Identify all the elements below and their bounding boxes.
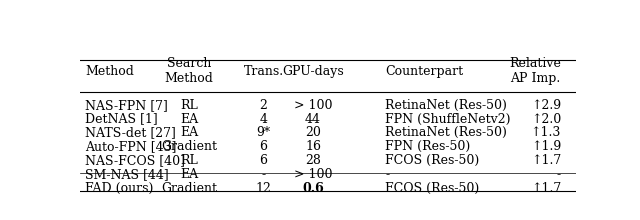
Text: RL: RL bbox=[180, 99, 198, 112]
Text: 0.6: 0.6 bbox=[302, 182, 324, 195]
Text: 28: 28 bbox=[305, 154, 321, 167]
Text: Trans.: Trans. bbox=[243, 65, 284, 78]
Text: -: - bbox=[557, 168, 561, 181]
Text: FPN (ShuffleNetv2): FPN (ShuffleNetv2) bbox=[385, 113, 511, 126]
Text: Relative
AP Imp.: Relative AP Imp. bbox=[509, 57, 561, 85]
Text: Gradient: Gradient bbox=[161, 140, 217, 153]
Text: 20: 20 bbox=[305, 126, 321, 139]
Text: 44: 44 bbox=[305, 113, 321, 126]
Text: RL: RL bbox=[180, 154, 198, 167]
Text: 6: 6 bbox=[260, 154, 268, 167]
Text: ↑2.0: ↑2.0 bbox=[531, 113, 561, 126]
Text: EA: EA bbox=[180, 168, 198, 181]
Text: RetinaNet (Res-50): RetinaNet (Res-50) bbox=[385, 126, 507, 139]
Text: NAS-FPN [7]: NAS-FPN [7] bbox=[85, 99, 168, 112]
Text: DetNAS [1]: DetNAS [1] bbox=[85, 113, 157, 126]
Text: Method: Method bbox=[85, 65, 134, 78]
Text: 6: 6 bbox=[260, 140, 268, 153]
Text: GPU-days: GPU-days bbox=[282, 65, 344, 78]
Text: FCOS (Res-50): FCOS (Res-50) bbox=[385, 182, 479, 195]
Text: EA: EA bbox=[180, 126, 198, 139]
Text: ↑2.9: ↑2.9 bbox=[531, 99, 561, 112]
Text: > 100: > 100 bbox=[294, 168, 332, 181]
Text: Counterpart: Counterpart bbox=[385, 65, 463, 78]
Text: FPN (Res-50): FPN (Res-50) bbox=[385, 140, 470, 153]
Text: EA: EA bbox=[180, 113, 198, 126]
Text: ↑1.7: ↑1.7 bbox=[531, 154, 561, 167]
Text: Auto-FPN [43]: Auto-FPN [43] bbox=[85, 140, 177, 153]
Text: 16: 16 bbox=[305, 140, 321, 153]
Text: ↑1.3: ↑1.3 bbox=[531, 126, 561, 139]
Text: Search
Method: Search Method bbox=[164, 57, 214, 85]
Text: 9*: 9* bbox=[257, 126, 271, 139]
Text: RetinaNet (Res-50): RetinaNet (Res-50) bbox=[385, 99, 507, 112]
Text: NAS-FCOS [40]: NAS-FCOS [40] bbox=[85, 154, 185, 167]
Text: Gradient: Gradient bbox=[161, 182, 217, 195]
Text: 12: 12 bbox=[255, 182, 271, 195]
Text: SM-NAS [44]: SM-NAS [44] bbox=[85, 168, 169, 181]
Text: > 100: > 100 bbox=[294, 99, 332, 112]
Text: ↑1.7: ↑1.7 bbox=[531, 182, 561, 195]
Text: 4: 4 bbox=[260, 113, 268, 126]
Text: 2: 2 bbox=[260, 99, 268, 112]
Text: FAD (ours): FAD (ours) bbox=[85, 182, 154, 195]
Text: -: - bbox=[262, 168, 266, 181]
Text: ↑1.9: ↑1.9 bbox=[531, 140, 561, 153]
Text: NATS-det [27]: NATS-det [27] bbox=[85, 126, 176, 139]
Text: -: - bbox=[385, 168, 389, 181]
Text: FCOS (Res-50): FCOS (Res-50) bbox=[385, 154, 479, 167]
